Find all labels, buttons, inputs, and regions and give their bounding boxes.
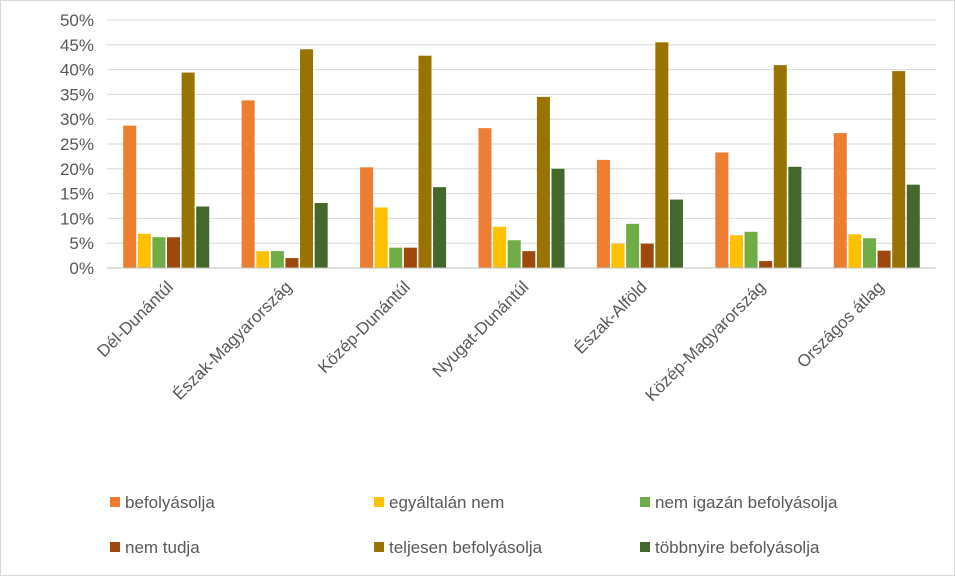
bar xyxy=(123,125,137,268)
bar xyxy=(877,250,891,268)
y-tick-label: 35% xyxy=(60,85,94,104)
bar xyxy=(536,96,550,268)
bars xyxy=(123,42,920,269)
bar xyxy=(374,207,388,268)
legend-swatch xyxy=(374,542,384,552)
y-tick-label: 0% xyxy=(69,259,94,278)
bar xyxy=(360,167,374,268)
bar xyxy=(507,240,521,268)
x-category-label: Országos átlag xyxy=(793,277,887,371)
legend-label: többnyire befolyásolja xyxy=(655,538,820,557)
y-tick-label: 40% xyxy=(60,61,94,80)
bar xyxy=(626,223,640,268)
bar xyxy=(862,238,876,268)
bar xyxy=(848,234,862,268)
bar xyxy=(640,243,654,268)
y-tick-label: 30% xyxy=(60,110,94,129)
bar xyxy=(729,235,743,268)
bar xyxy=(314,203,328,268)
bar xyxy=(596,159,610,268)
y-tick-label: 10% xyxy=(60,209,94,228)
y-tick-label: 15% xyxy=(60,185,94,204)
bar xyxy=(493,226,507,268)
bar xyxy=(522,251,536,268)
legend-swatch xyxy=(110,497,120,507)
x-category-label: Észak-Alföld xyxy=(571,277,651,357)
bar xyxy=(300,49,314,268)
x-category-label: Dél-Dunántúl xyxy=(93,277,177,361)
legend-swatch xyxy=(640,497,650,507)
bar xyxy=(152,237,166,268)
bar xyxy=(759,261,773,268)
bar xyxy=(773,65,787,268)
gridlines xyxy=(107,19,936,244)
bar xyxy=(167,237,181,268)
bar xyxy=(744,231,758,268)
bar xyxy=(285,258,299,268)
x-category-label: Nyugat-Dunántúl xyxy=(429,277,533,381)
bar xyxy=(892,71,906,268)
bar xyxy=(669,199,683,268)
bar xyxy=(241,100,255,269)
legend-swatch xyxy=(374,497,384,507)
y-tick-label: 20% xyxy=(60,160,94,179)
y-tick-label: 50% xyxy=(60,11,94,30)
bar xyxy=(270,251,284,268)
bar xyxy=(551,168,565,268)
legend-swatch xyxy=(640,542,650,552)
legend-swatch xyxy=(110,542,120,552)
y-tick-label: 25% xyxy=(60,135,94,154)
legend-label: teljesen befolyásolja xyxy=(389,538,543,557)
legend: befolyásolja egyáltalán nem nem igazán bef… xyxy=(110,493,838,557)
bar xyxy=(833,133,847,268)
legend-label: befolyásolja xyxy=(125,493,215,512)
bar xyxy=(256,251,270,268)
x-category-label: Észak-Magyarország xyxy=(169,277,295,403)
bar xyxy=(788,166,802,268)
x-category-label: Közép-Dunántúl xyxy=(314,277,414,377)
bar xyxy=(137,233,151,268)
x-category-label: Közép-Magyarország xyxy=(641,277,769,405)
bar xyxy=(389,247,403,268)
y-axis-ticks: 0% 5% 10% 15% 20% 25% 30% 35% 40% 45% 50% xyxy=(60,11,94,278)
legend-label: egyáltalán nem xyxy=(389,493,504,512)
y-tick-label: 5% xyxy=(69,234,94,253)
legend-label: nem tudja xyxy=(125,538,200,557)
bar xyxy=(715,152,729,268)
bar xyxy=(478,128,492,268)
bar xyxy=(181,72,195,269)
legend-label: nem igazán befolyásolja xyxy=(655,493,838,512)
bar xyxy=(196,206,210,268)
bar xyxy=(403,247,417,268)
bar xyxy=(418,55,432,268)
bar xyxy=(655,42,669,268)
y-tick-label: 45% xyxy=(60,36,94,55)
bar xyxy=(433,187,447,268)
bar xyxy=(611,243,625,268)
bar xyxy=(906,184,920,268)
